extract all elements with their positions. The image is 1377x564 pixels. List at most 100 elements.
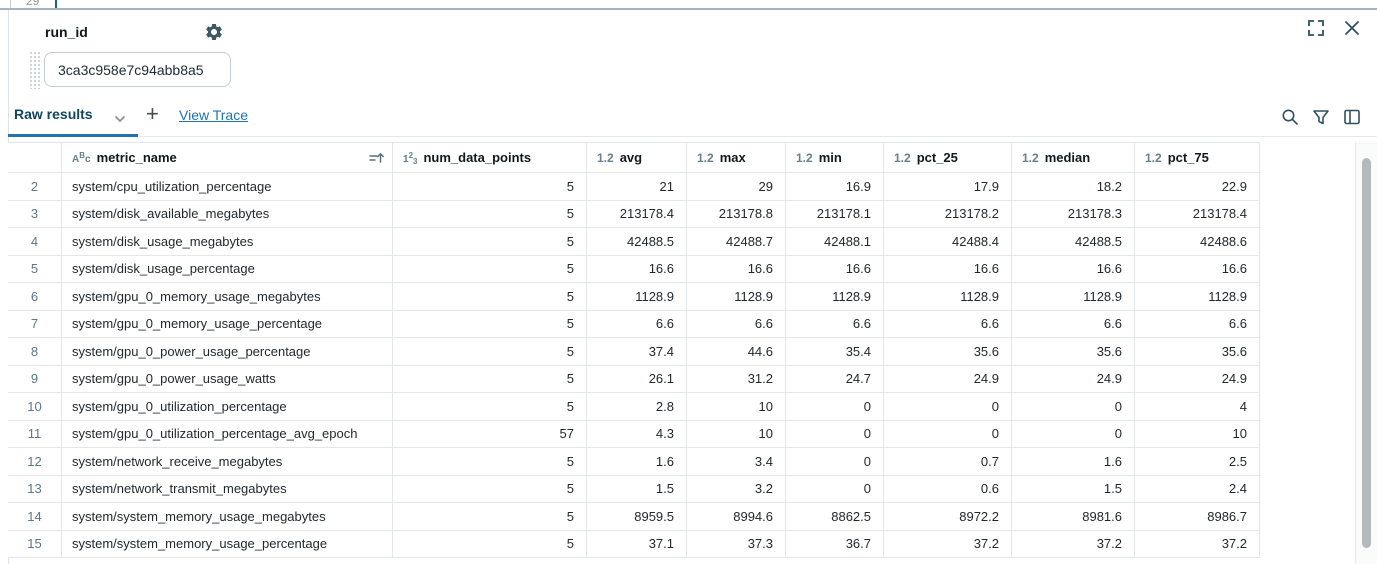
- cell-num_data_points[interactable]: 5: [393, 255, 587, 283]
- row-number-cell[interactable]: 4: [8, 228, 62, 256]
- row-number-cell[interactable]: 13: [8, 475, 62, 503]
- cell-median[interactable]: 1.5: [1012, 475, 1135, 503]
- cell-metric_name[interactable]: system/network_transmit_megabytes: [62, 475, 393, 503]
- cell-avg[interactable]: 8959.5: [587, 503, 687, 531]
- cell-min[interactable]: 42488.1: [786, 228, 884, 256]
- scrollbar-thumb[interactable]: [1362, 158, 1371, 548]
- cell-median[interactable]: 1.6: [1012, 448, 1135, 476]
- cell-num_data_points[interactable]: 5: [393, 200, 587, 228]
- vertical-scrollbar[interactable]: [1355, 142, 1377, 564]
- filter-icon[interactable]: [1311, 107, 1331, 127]
- cell-pct_75[interactable]: 10: [1135, 420, 1260, 448]
- cell-min[interactable]: 8862.5: [786, 503, 884, 531]
- cell-metric_name[interactable]: system/gpu_0_power_usage_watts: [62, 365, 393, 393]
- row-number-cell[interactable]: 2: [8, 173, 62, 201]
- cell-pct_25[interactable]: 8972.2: [884, 503, 1012, 531]
- cell-min[interactable]: 0: [786, 475, 884, 503]
- cell-num_data_points[interactable]: 5: [393, 393, 587, 421]
- tab-raw-results[interactable]: Raw results: [14, 106, 93, 122]
- cell-median[interactable]: 18.2: [1012, 173, 1135, 201]
- cell-avg[interactable]: 2.8: [587, 393, 687, 421]
- chevron-down-icon[interactable]: [112, 111, 128, 127]
- column-header-metric_name[interactable]: ABc metric_name: [62, 143, 393, 173]
- cell-min[interactable]: 0: [786, 393, 884, 421]
- cell-pct_25[interactable]: 213178.2: [884, 200, 1012, 228]
- column-header-median[interactable]: 1.2 median: [1012, 143, 1135, 173]
- row-number-cell[interactable]: 9: [8, 365, 62, 393]
- row-number-cell[interactable]: 12: [8, 448, 62, 476]
- run-id-input[interactable]: [44, 52, 231, 87]
- cell-median[interactable]: 8981.6: [1012, 503, 1135, 531]
- cell-avg[interactable]: 42488.5: [587, 228, 687, 256]
- cell-num_data_points[interactable]: 5: [393, 448, 587, 476]
- cell-metric_name[interactable]: system/disk_usage_megabytes: [62, 228, 393, 256]
- cell-metric_name[interactable]: system/disk_usage_percentage: [62, 255, 393, 283]
- add-tab-button[interactable]: +: [146, 101, 159, 126]
- column-header-avg[interactable]: 1.2 avg: [587, 143, 687, 173]
- cell-max[interactable]: 29: [687, 173, 786, 201]
- cell-avg[interactable]: 4.3: [587, 420, 687, 448]
- cell-min[interactable]: 6.6: [786, 310, 884, 338]
- cell-min[interactable]: 0: [786, 420, 884, 448]
- cell-avg[interactable]: 21: [587, 173, 687, 201]
- gear-icon[interactable]: [204, 22, 224, 42]
- cell-pct_75[interactable]: 1128.9: [1135, 283, 1260, 311]
- row-number-cell[interactable]: 14: [8, 503, 62, 531]
- cell-median[interactable]: 213178.3: [1012, 200, 1135, 228]
- row-number-cell[interactable]: 6: [8, 283, 62, 311]
- row-number-cell[interactable]: 8: [8, 338, 62, 366]
- drag-handle-icon[interactable]: [29, 51, 40, 89]
- cell-pct_25[interactable]: 0: [884, 420, 1012, 448]
- cell-min[interactable]: 24.7: [786, 365, 884, 393]
- cell-metric_name[interactable]: system/gpu_0_memory_usage_megabytes: [62, 283, 393, 311]
- cell-pct_75[interactable]: 24.9: [1135, 365, 1260, 393]
- cell-pct_25[interactable]: 24.9: [884, 365, 1012, 393]
- fullscreen-icon[interactable]: [1306, 18, 1326, 38]
- cell-pct_75[interactable]: 22.9: [1135, 173, 1260, 201]
- column-header-pct_25[interactable]: 1.2 pct_25: [884, 143, 1012, 173]
- cell-metric_name[interactable]: system/gpu_0_utilization_percentage_avg_…: [62, 420, 393, 448]
- cell-max[interactable]: 44.6: [687, 338, 786, 366]
- cell-pct_75[interactable]: 16.6: [1135, 255, 1260, 283]
- cell-pct_75[interactable]: 35.6: [1135, 338, 1260, 366]
- row-number-cell[interactable]: 3: [8, 200, 62, 228]
- cell-median[interactable]: 6.6: [1012, 310, 1135, 338]
- cell-metric_name[interactable]: system/cpu_utilization_percentage: [62, 173, 393, 201]
- cell-max[interactable]: 31.2: [687, 365, 786, 393]
- cell-num_data_points[interactable]: 5: [393, 530, 587, 558]
- column-header-max[interactable]: 1.2 max: [687, 143, 786, 173]
- cell-pct_75[interactable]: 8986.7: [1135, 503, 1260, 531]
- cell-pct_25[interactable]: 0: [884, 393, 1012, 421]
- cell-avg[interactable]: 16.6: [587, 255, 687, 283]
- cell-median[interactable]: 35.6: [1012, 338, 1135, 366]
- cell-min[interactable]: 36.7: [786, 530, 884, 558]
- cell-median[interactable]: 16.6: [1012, 255, 1135, 283]
- cell-min[interactable]: 16.9: [786, 173, 884, 201]
- column-header-min[interactable]: 1.2 min: [786, 143, 884, 173]
- cell-pct_25[interactable]: 6.6: [884, 310, 1012, 338]
- column-header-pct_75[interactable]: 1.2 pct_75: [1135, 143, 1260, 173]
- cell-max[interactable]: 42488.7: [687, 228, 786, 256]
- cell-pct_75[interactable]: 213178.4: [1135, 200, 1260, 228]
- cell-pct_25[interactable]: 0.7: [884, 448, 1012, 476]
- cell-max[interactable]: 10: [687, 420, 786, 448]
- cell-min[interactable]: 16.6: [786, 255, 884, 283]
- row-number-cell[interactable]: 5: [8, 255, 62, 283]
- cell-avg[interactable]: 26.1: [587, 365, 687, 393]
- cell-max[interactable]: 1128.9: [687, 283, 786, 311]
- cell-num_data_points[interactable]: 5: [393, 475, 587, 503]
- cell-max[interactable]: 3.2: [687, 475, 786, 503]
- cell-avg[interactable]: 6.6: [587, 310, 687, 338]
- cell-metric_name[interactable]: system/system_memory_usage_percentage: [62, 530, 393, 558]
- cell-pct_75[interactable]: 2.4: [1135, 475, 1260, 503]
- view-trace-link[interactable]: View Trace: [179, 107, 248, 123]
- cell-avg[interactable]: 213178.4: [587, 200, 687, 228]
- cell-pct_25[interactable]: 42488.4: [884, 228, 1012, 256]
- cell-num_data_points[interactable]: 5: [393, 310, 587, 338]
- cell-max[interactable]: 37.3: [687, 530, 786, 558]
- cell-pct_75[interactable]: 2.5: [1135, 448, 1260, 476]
- cell-median[interactable]: 42488.5: [1012, 228, 1135, 256]
- cell-max[interactable]: 3.4: [687, 448, 786, 476]
- cell-avg[interactable]: 37.4: [587, 338, 687, 366]
- cell-pct_25[interactable]: 1128.9: [884, 283, 1012, 311]
